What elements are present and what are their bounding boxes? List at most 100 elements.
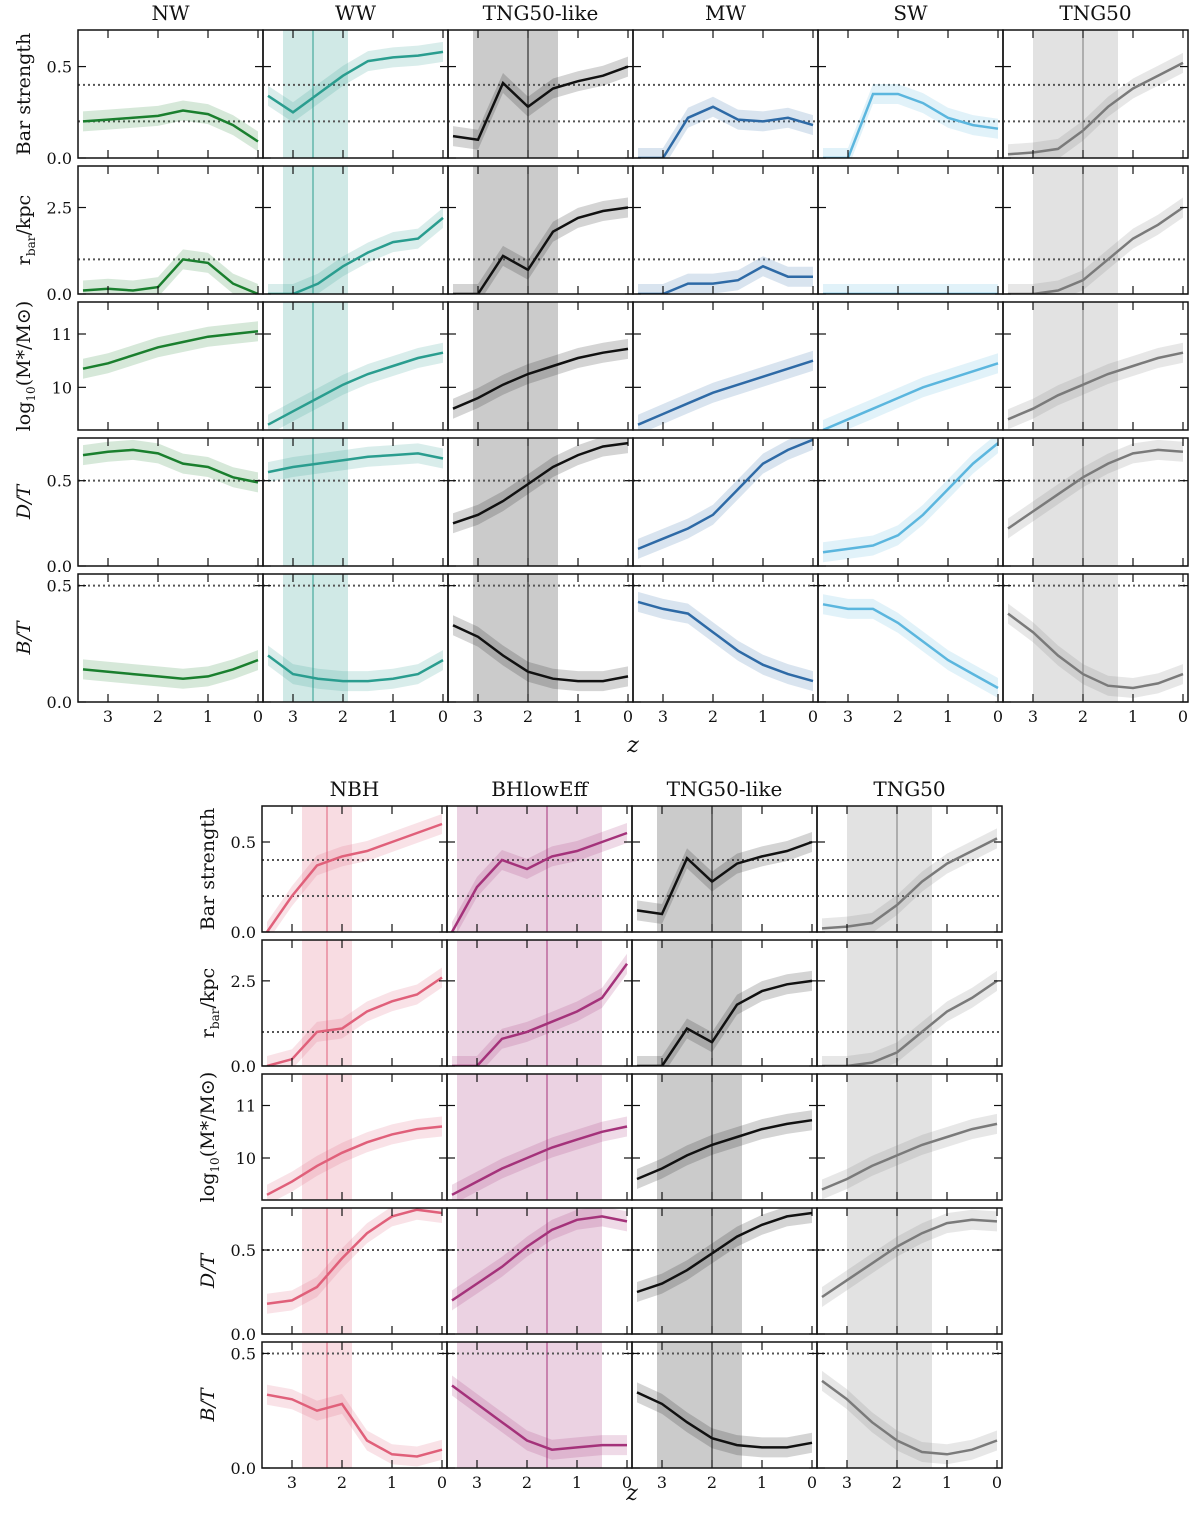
median-series-line	[821, 837, 998, 930]
y-tick-label: 2.5	[231, 972, 256, 991]
x-tick-label: 1	[757, 1473, 767, 1492]
x-axis-label: z	[626, 733, 639, 758]
transition-band	[1033, 302, 1118, 430]
transition-band	[283, 30, 348, 158]
y-tick-label: 0.0	[231, 1325, 256, 1344]
transition-band	[657, 1074, 742, 1200]
spread-envelope	[823, 594, 998, 698]
x-tick-label: 0	[992, 1473, 1002, 1492]
median-series-line	[821, 1379, 998, 1456]
panel	[632, 1208, 817, 1334]
panel-frame	[1002, 573, 1189, 703]
spread-envelope	[638, 96, 813, 158]
panel	[263, 574, 448, 702]
panel	[451, 1074, 628, 1200]
panel-title: TNG50	[873, 777, 945, 801]
row-label-sub: 10	[24, 386, 38, 401]
row-label: log10(M*/M⊙)	[197, 1072, 222, 1203]
x-tick-label: 2	[893, 707, 903, 726]
x-tick-label: 0	[623, 707, 633, 726]
spread-envelope	[638, 256, 813, 294]
row-label-main: r	[197, 1028, 219, 1038]
transition-band	[1033, 166, 1118, 294]
transition-band	[473, 166, 558, 294]
panel	[817, 1342, 1002, 1468]
panel	[633, 83, 818, 158]
spread-envelope	[268, 443, 443, 483]
panel-title: NBH	[330, 777, 380, 801]
panel-title: WW	[335, 1, 377, 25]
y-tick-label: 0.5	[47, 472, 72, 491]
panel	[262, 1342, 447, 1468]
panel	[818, 83, 1003, 158]
transition-band	[847, 940, 932, 1066]
row-label: D/T	[13, 484, 35, 521]
row-label-tail: /kpc	[13, 195, 35, 236]
spread-envelope	[83, 650, 258, 689]
median-series-line	[636, 1211, 813, 1294]
y-tick-label: 0.5	[231, 833, 256, 852]
spread-envelope	[453, 615, 628, 692]
x-tick-label: 0	[622, 1473, 632, 1492]
x-tick-label: 0	[993, 707, 1003, 726]
x-tick-label: 1	[573, 707, 583, 726]
median-series-line	[636, 1391, 813, 1449]
panel-title: TNG50-like	[483, 1, 599, 25]
spread-envelope	[637, 970, 812, 1066]
spread-envelope	[268, 207, 443, 294]
median-series-line	[266, 1208, 443, 1306]
panel	[263, 166, 448, 294]
panel	[452, 302, 629, 430]
panel	[448, 166, 633, 294]
spread-envelope	[453, 338, 628, 419]
row-label-main: Bar strength	[13, 33, 35, 155]
x-tick-label: 0	[808, 707, 818, 726]
median-series-line	[452, 963, 629, 1066]
median-series-line	[82, 448, 259, 484]
x-tick-label: 0	[1178, 707, 1188, 726]
spread-envelope	[452, 1375, 627, 1460]
spread-envelope	[822, 828, 997, 932]
median-series-line	[636, 1118, 813, 1181]
panel-frame	[816, 1207, 1003, 1335]
y-tick-label: 0.5	[47, 577, 72, 596]
spread-envelope	[267, 814, 442, 932]
spread-envelope	[268, 41, 443, 123]
panel	[262, 806, 447, 932]
panel	[447, 806, 632, 932]
spread-envelope	[823, 438, 998, 563]
panel-title: SW	[893, 1, 928, 25]
panel	[1003, 574, 1188, 702]
row-label-sub: bar	[24, 235, 38, 256]
panel	[817, 1208, 1002, 1334]
x-tick-label: 2	[708, 707, 718, 726]
spread-envelope	[267, 1384, 442, 1467]
panel	[632, 1342, 817, 1468]
x-tick-label: 0	[437, 1473, 447, 1492]
transition-band	[657, 1208, 742, 1334]
spread-envelope	[637, 1382, 812, 1458]
y-tick-label: 11	[236, 1097, 256, 1116]
spread-envelope	[267, 1208, 442, 1314]
panel	[822, 353, 999, 430]
panel	[447, 940, 632, 1066]
x-tick-label: 0	[438, 707, 448, 726]
transition-band	[283, 166, 348, 294]
y-tick-label: 0.0	[47, 557, 72, 576]
spread-envelope	[453, 438, 628, 534]
panel	[818, 438, 1003, 563]
median-series-line	[637, 359, 814, 426]
x-tick-label: 3	[473, 707, 483, 726]
panel	[78, 584, 263, 689]
row-label-main: B/T	[13, 620, 35, 655]
x-tick-label: 3	[287, 1473, 297, 1492]
x-tick-label: 1	[388, 707, 398, 726]
median-series-line	[823, 92, 999, 158]
spread-envelope	[823, 84, 998, 158]
panel	[818, 584, 1003, 698]
row-label-main: log	[13, 402, 35, 432]
panel	[632, 940, 817, 1066]
median-series-line	[822, 362, 999, 430]
median-series-line	[450, 831, 628, 932]
